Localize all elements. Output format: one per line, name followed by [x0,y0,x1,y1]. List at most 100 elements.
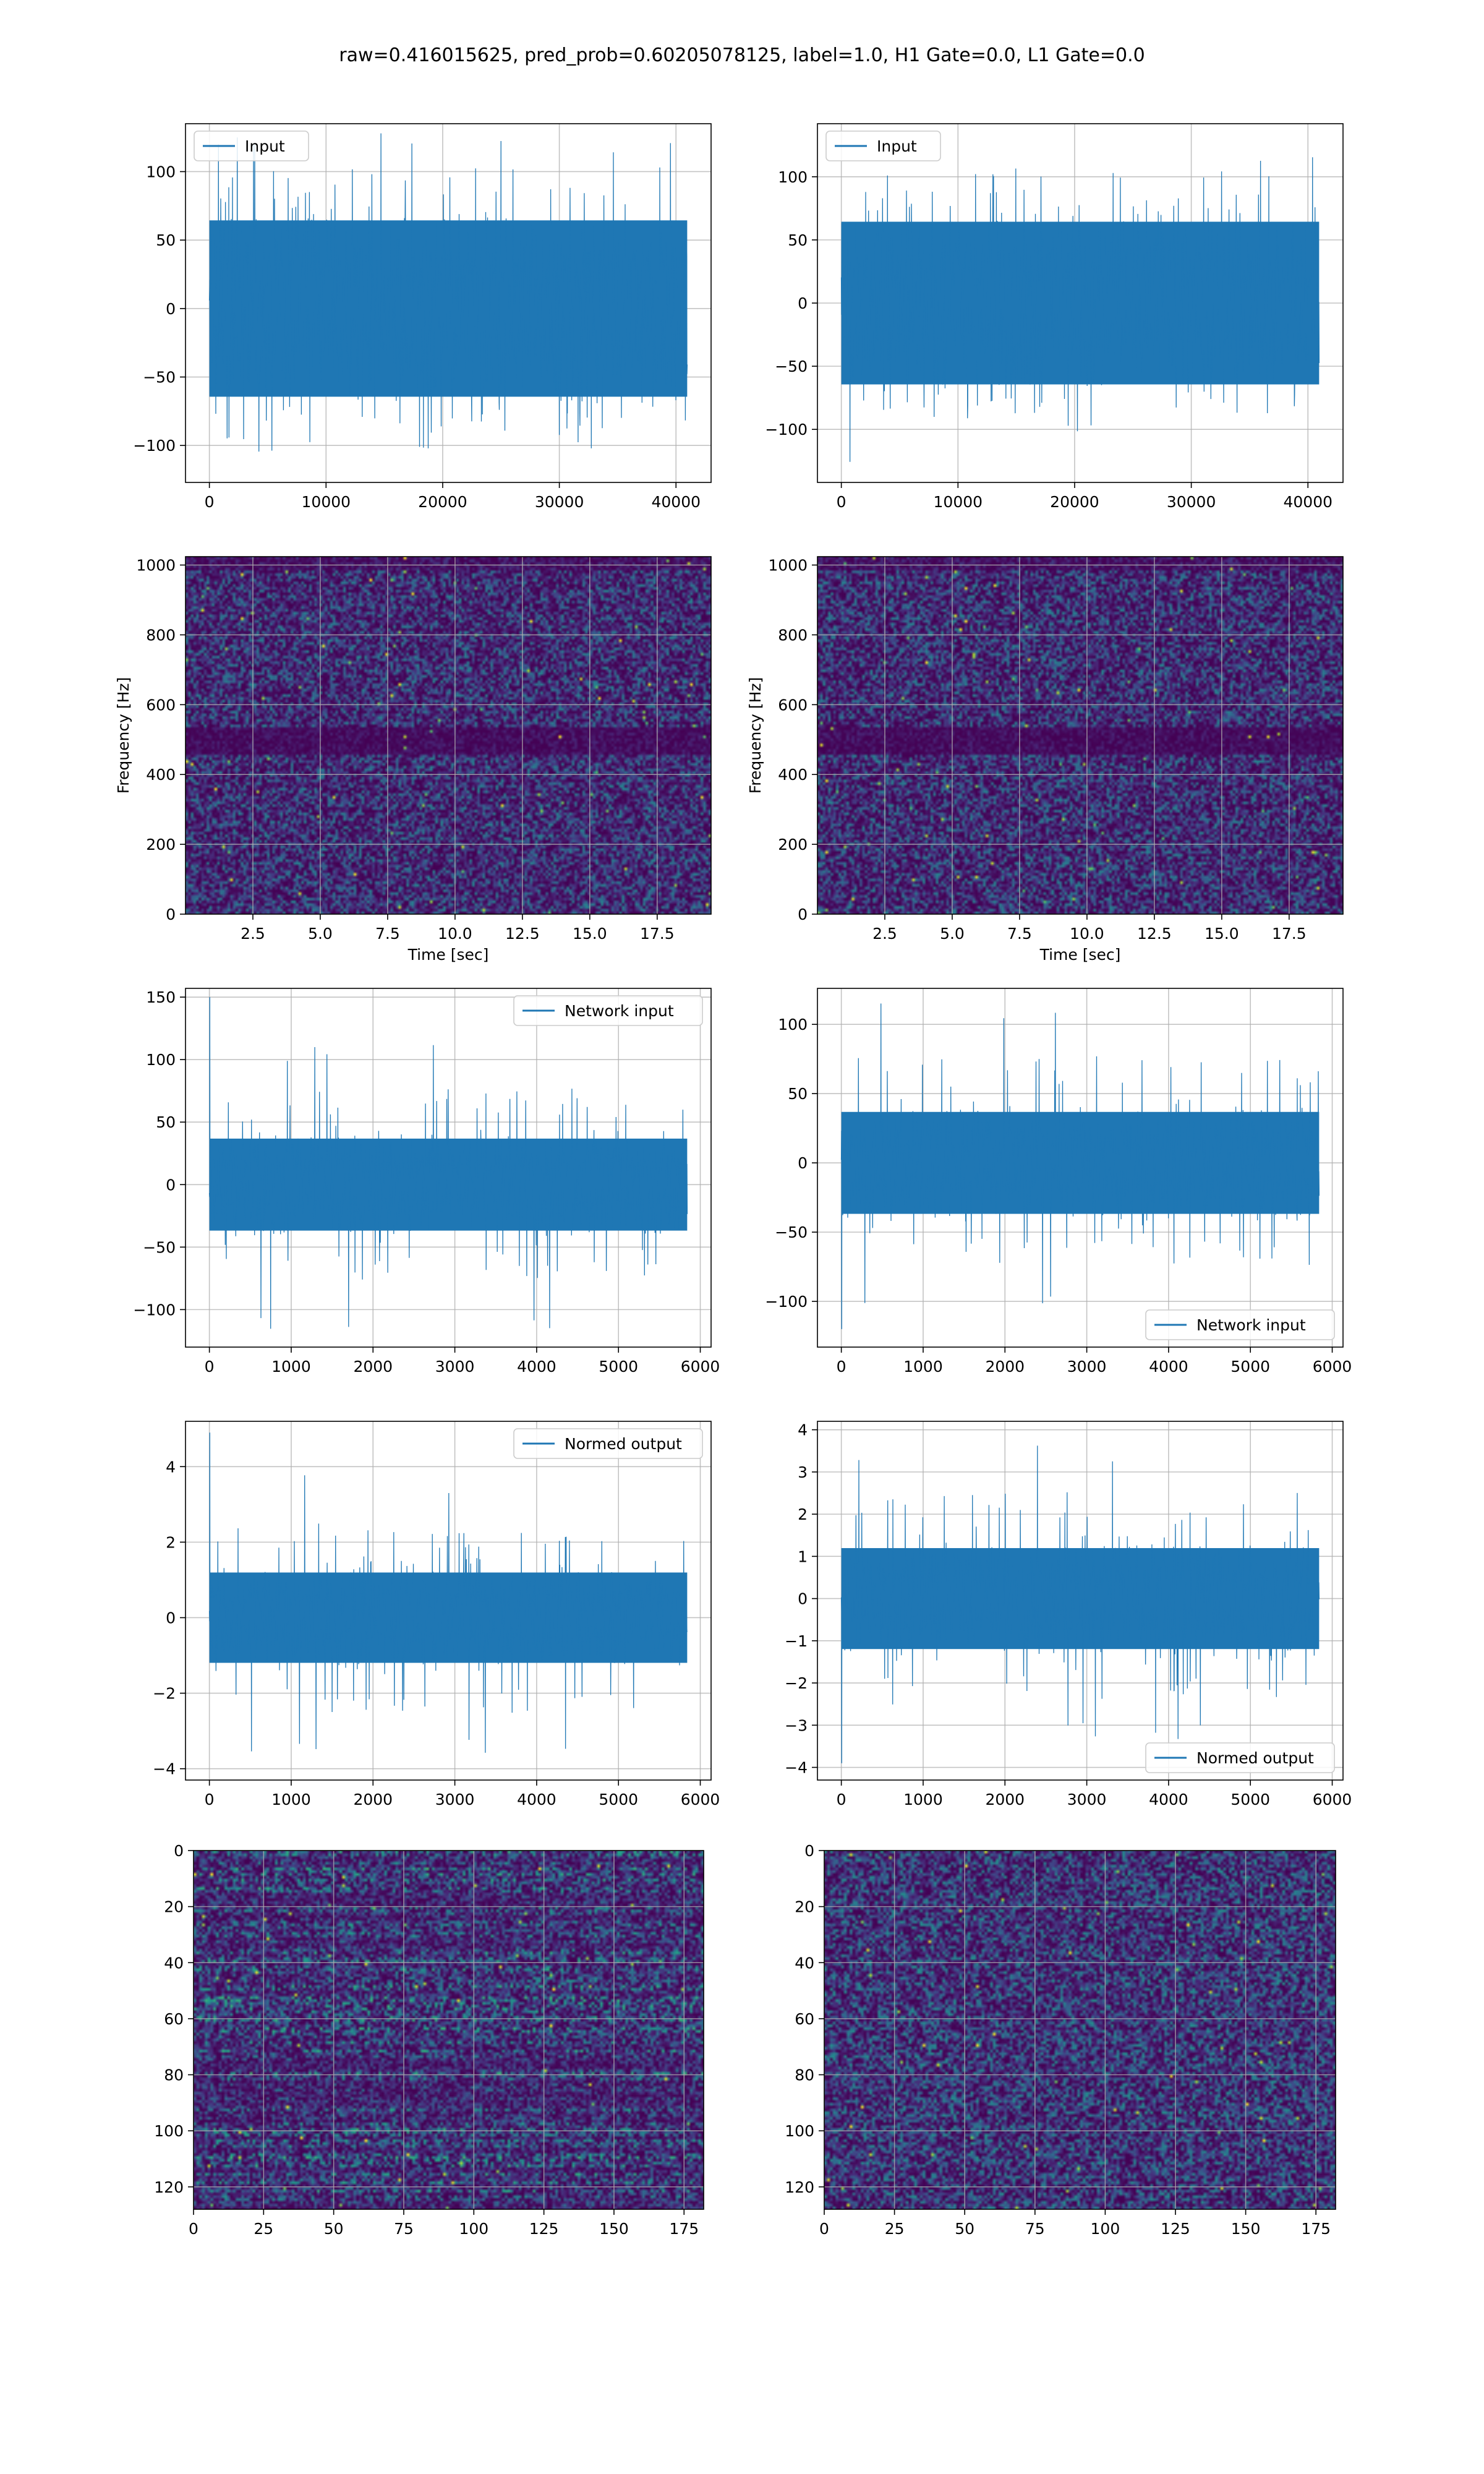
x-tick-label: 4000 [1149,1791,1188,1808]
x-tick-label: 4000 [517,1791,556,1808]
y-tick-label: 40 [164,1954,184,1972]
y-tick-label: 0 [798,1154,808,1172]
y-tick-label: 3 [798,1463,808,1481]
y-tick-label: −100 [765,421,808,439]
legend-box [513,995,703,1026]
x-tick-label: 3000 [435,1791,475,1808]
y-tick-label: 20 [164,1898,184,1916]
axes-frame [817,1421,1344,1781]
y-tick-label: 200 [146,836,176,854]
x-tick-label: 75 [1025,2220,1045,2238]
legend-entry: Network input [565,1002,674,1020]
chart-network-input-l1: 0 1000 2000 3000 4000 5000 6000 −100 −50 0 50 100 Ne… [765,988,1352,1376]
y-tick-label: −50 [775,1223,808,1241]
axes-frame [193,1850,704,2210]
x-tick-label: 0 [205,493,215,511]
y-tick-label: 100 [778,1016,808,1034]
x-tick-label: 75 [394,2220,414,2238]
y-tick-label: 0 [166,905,176,923]
x-tick-label: 1000 [271,1358,311,1376]
x-tick-label: 175 [1301,2220,1331,2238]
y-tick-label: 400 [146,766,176,784]
x-tick-label: 30000 [1167,493,1216,511]
x-tick-label: 15.0 [573,925,607,943]
x-tick-label: 1000 [903,1358,943,1376]
y-tick-label: 800 [778,626,808,644]
y-tick-label: 4 [798,1421,808,1439]
y-tick-label: 50 [788,1085,808,1103]
x-tick-label: 12.5 [505,925,540,943]
y-tick-label: 1 [798,1547,808,1565]
y-tick-label: 120 [785,2178,814,2196]
chart-network-input-h1: 0 1000 2000 3000 4000 5000 6000 −100 −50 0 50 100 15… [133,988,720,1376]
x-tick-label: 25 [885,2220,905,2238]
y-tick-label: 60 [164,2010,184,2028]
signal-line [840,157,1320,462]
y-tick-label: 600 [778,696,808,714]
legend-entry: Network input [1196,1316,1306,1334]
axes-frame [817,988,1344,1348]
x-tick-label: 0 [837,493,846,511]
x-tick-label: 12.5 [1137,925,1172,943]
y-tick-label: 1000 [768,557,808,575]
y-tick-label: 20 [795,1898,814,1916]
y-tick-label: 0 [798,905,808,923]
y-tick-label: −4 [785,1759,808,1777]
x-tick-label: 4000 [517,1358,556,1376]
x-tick-label: 2000 [985,1358,1025,1376]
x-tick-label: 10.0 [1070,925,1104,943]
x-tick-label: 2.5 [872,925,897,943]
y-tick-label: 800 [146,626,176,644]
x-tick-label: 0 [819,2220,829,2238]
x-tick-label: 17.5 [1272,925,1307,943]
chart-feature-map-h1: 0 25 50 75 100 125 150 175 0 20 40 60 80 100 120 [154,1842,704,2238]
legend-box [1145,1309,1335,1340]
y-tick-label: 40 [795,1954,814,1972]
x-tick-label: 6000 [1313,1358,1352,1376]
legend-box [513,1428,703,1459]
signal-line [840,1003,1320,1329]
x-tick-label: 50 [324,2220,344,2238]
chart-spectrogram-h1: 2.5 5.0 7.5 10.0 12.5 15.0 17.5 0 200 400 600 800 10… [114,556,712,964]
y-tick-label: 100 [785,2122,814,2140]
chart-spectrogram-l1: 2.5 5.0 7.5 10.0 12.5 15.0 17.5 0 200 400 600 800 10… [746,556,1344,964]
y-tick-label: 0 [166,300,176,318]
x-tick-label: 0 [205,1791,215,1808]
axes-frame [185,556,712,915]
y-tick-label: −100 [765,1293,808,1311]
x-tick-label: 7.5 [375,925,400,943]
heatmap-image [194,1851,704,2209]
y-tick-label: 100 [146,1051,176,1069]
x-tick-label: 1000 [271,1791,311,1808]
y-tick-label: 100 [154,2122,184,2140]
x-tick-label: 20000 [1050,493,1099,511]
x-tick-label: 20000 [418,493,467,511]
x-tick-label: 2000 [985,1791,1025,1808]
legend-entry: Normed output [565,1435,682,1453]
y-tick-label: 2 [166,1533,176,1551]
y-tick-label: 120 [154,2178,184,2196]
y-tick-label: 80 [164,2066,184,2084]
y-tick-label: −50 [143,369,176,387]
y-tick-label: 200 [778,836,808,854]
x-tick-label: 2000 [353,1791,393,1808]
y-tick-label: 0 [166,1609,176,1627]
x-tick-label: 15.0 [1205,925,1239,943]
x-tick-label: 100 [459,2220,488,2238]
x-tick-label: 30000 [535,493,584,511]
heatmap-image [817,557,1343,914]
y-tick-label: 0 [804,1842,814,1860]
x-tick-label: 40000 [1283,493,1333,511]
y-tick-label: 50 [788,231,808,249]
y-tick-label: 50 [156,231,176,249]
y-tick-label: 80 [795,2066,814,2084]
x-tick-label: 0 [837,1358,846,1376]
x-tick-label: 6000 [1313,1791,1352,1808]
x-tick-label: 125 [529,2220,559,2238]
x-tick-label: 2.5 [241,925,265,943]
y-tick-label: 0 [166,1176,176,1194]
x-tick-label: 2000 [353,1358,393,1376]
x-tick-label: 5.0 [940,925,965,943]
legend-box [1145,1742,1335,1773]
